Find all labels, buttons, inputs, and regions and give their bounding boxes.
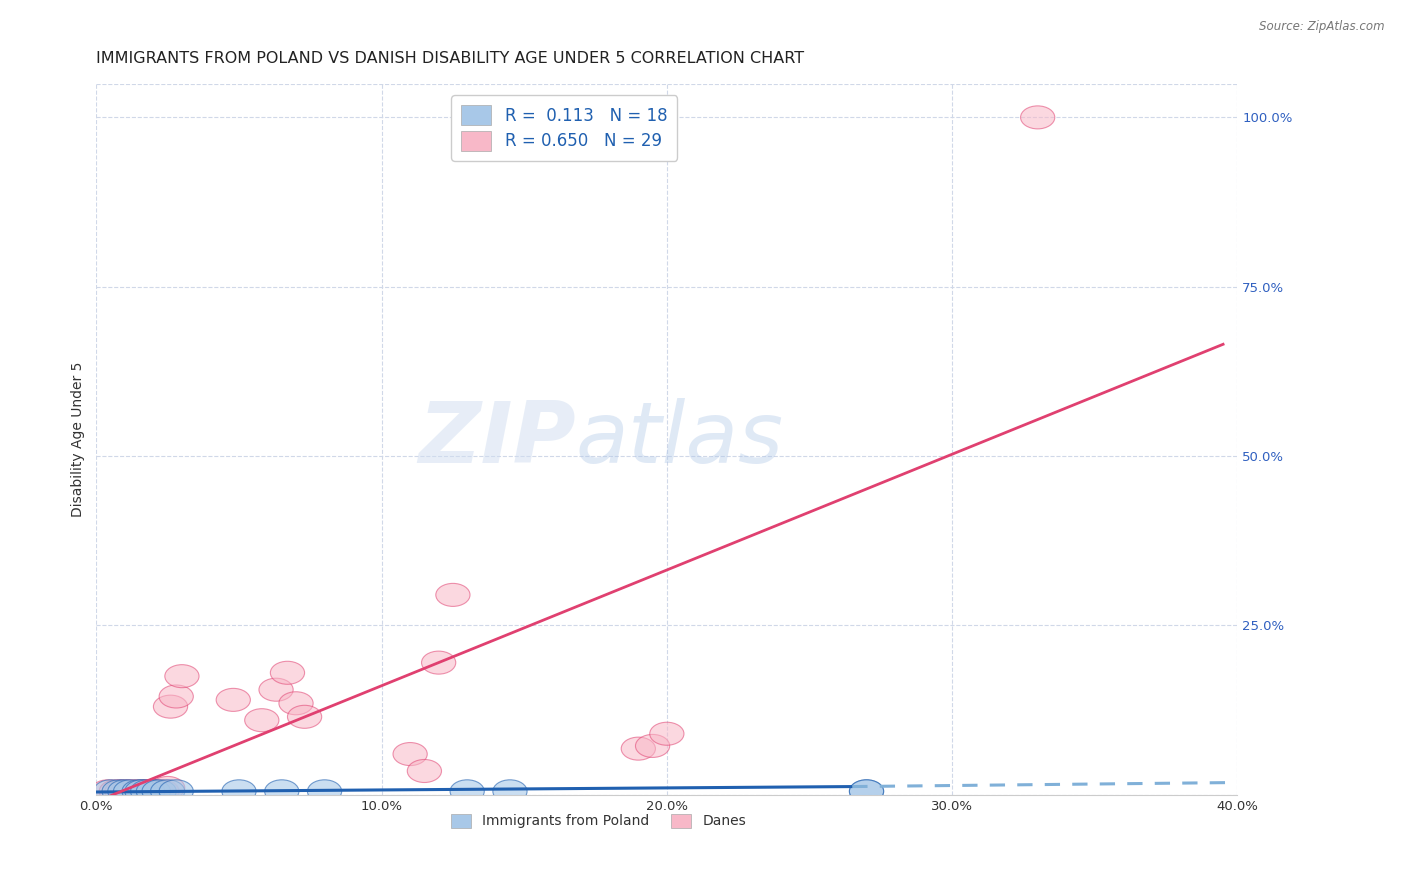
Legend: Immigrants from Poland, Danes: Immigrants from Poland, Danes — [444, 808, 752, 834]
Ellipse shape — [408, 759, 441, 782]
Ellipse shape — [142, 780, 176, 803]
Ellipse shape — [125, 780, 159, 803]
Ellipse shape — [150, 780, 184, 803]
Ellipse shape — [108, 780, 142, 803]
Ellipse shape — [422, 651, 456, 674]
Ellipse shape — [636, 734, 669, 757]
Ellipse shape — [136, 780, 170, 803]
Ellipse shape — [217, 689, 250, 712]
Text: ZIP: ZIP — [418, 398, 575, 481]
Ellipse shape — [153, 695, 187, 718]
Ellipse shape — [90, 780, 125, 803]
Ellipse shape — [131, 780, 165, 803]
Ellipse shape — [436, 583, 470, 607]
Ellipse shape — [159, 685, 194, 708]
Ellipse shape — [165, 665, 200, 688]
Ellipse shape — [122, 780, 156, 803]
Ellipse shape — [245, 708, 278, 731]
Ellipse shape — [136, 780, 170, 803]
Ellipse shape — [122, 780, 156, 803]
Ellipse shape — [131, 780, 165, 803]
Ellipse shape — [117, 780, 150, 803]
Ellipse shape — [621, 737, 655, 760]
Ellipse shape — [278, 692, 314, 714]
Ellipse shape — [308, 780, 342, 803]
Ellipse shape — [1021, 106, 1054, 128]
Ellipse shape — [270, 661, 305, 684]
Ellipse shape — [93, 780, 128, 803]
Ellipse shape — [128, 780, 162, 803]
Ellipse shape — [100, 780, 134, 803]
Text: atlas: atlas — [575, 398, 783, 481]
Ellipse shape — [145, 780, 179, 803]
Ellipse shape — [650, 723, 683, 745]
Ellipse shape — [450, 780, 484, 803]
Ellipse shape — [150, 776, 184, 799]
Ellipse shape — [114, 780, 148, 803]
Ellipse shape — [849, 780, 883, 803]
Ellipse shape — [222, 780, 256, 803]
Ellipse shape — [259, 678, 294, 701]
Text: Source: ZipAtlas.com: Source: ZipAtlas.com — [1260, 20, 1385, 33]
Ellipse shape — [494, 780, 527, 803]
Ellipse shape — [394, 742, 427, 765]
Ellipse shape — [111, 780, 145, 803]
Ellipse shape — [849, 780, 883, 803]
Ellipse shape — [139, 780, 173, 803]
Ellipse shape — [103, 780, 136, 803]
Ellipse shape — [264, 780, 299, 803]
Ellipse shape — [159, 780, 194, 803]
Ellipse shape — [105, 780, 139, 803]
Y-axis label: Disability Age Under 5: Disability Age Under 5 — [72, 361, 86, 516]
Text: IMMIGRANTS FROM POLAND VS DANISH DISABILITY AGE UNDER 5 CORRELATION CHART: IMMIGRANTS FROM POLAND VS DANISH DISABIL… — [97, 51, 804, 66]
Ellipse shape — [287, 706, 322, 729]
